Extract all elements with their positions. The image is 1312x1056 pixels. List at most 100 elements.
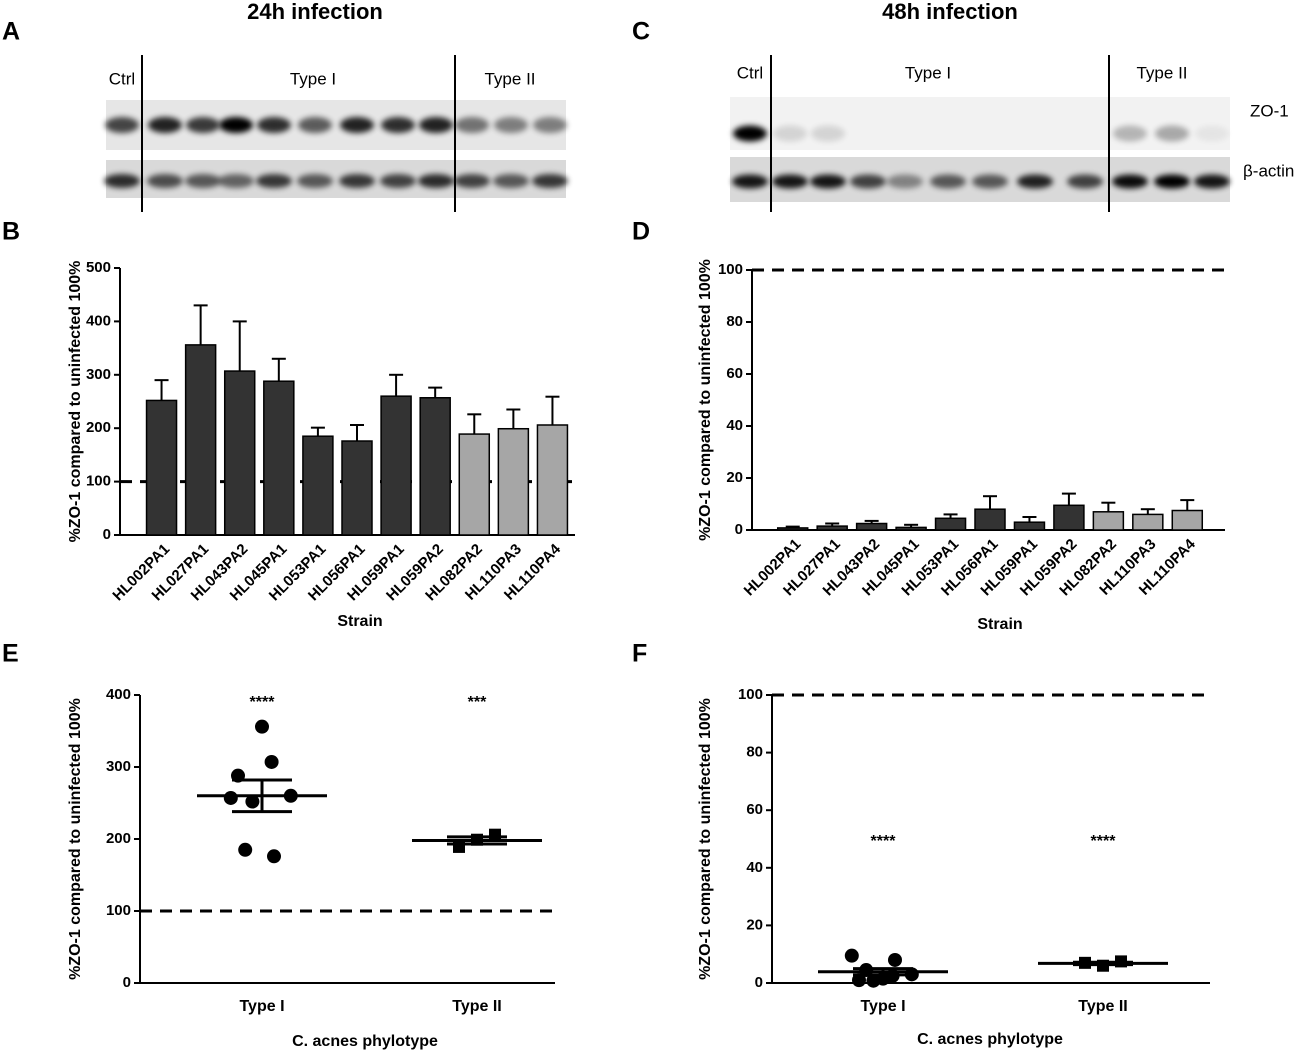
- bar: [497, 427, 530, 536]
- bar: [1092, 511, 1125, 531]
- y-tick-label: 80: [726, 313, 743, 330]
- y-tick-label: 400: [86, 312, 111, 329]
- bar: [380, 395, 412, 536]
- y-tick-label: 20: [726, 469, 743, 486]
- panel-letter: C: [632, 18, 650, 46]
- bar: [184, 344, 217, 536]
- y-tick-label: 40: [746, 859, 763, 876]
- y-axis-label: %ZO-1 compared to uninfected 100%: [67, 698, 84, 980]
- blot-band: [454, 174, 490, 188]
- blot-band: [104, 174, 140, 188]
- y-tick-label: 200: [86, 419, 111, 436]
- lane-label: Type II: [484, 69, 535, 88]
- bar: [1053, 504, 1085, 531]
- blot-band: [493, 174, 529, 188]
- blot-band: [1194, 174, 1230, 189]
- x-tick-label: Type I: [860, 998, 905, 1015]
- significance: ****: [1091, 833, 1117, 850]
- panel-letter: E: [2, 640, 19, 668]
- y-tick-label: 0: [103, 526, 111, 543]
- blot-band: [1112, 174, 1148, 189]
- y-axis-label: %ZO-1 compared to uninfected 100%: [697, 259, 714, 541]
- bar: [458, 433, 491, 536]
- blot-band: [1155, 125, 1189, 142]
- point: [844, 948, 859, 963]
- x-tick-label: Type II: [1078, 998, 1128, 1015]
- blot-band: [298, 117, 332, 133]
- panel-letter: A: [2, 18, 20, 46]
- y-tick-label: 200: [106, 830, 131, 847]
- x-tick-label: Type I: [239, 998, 284, 1015]
- blot-strip: [730, 97, 1230, 150]
- blot-band: [418, 174, 454, 188]
- y-axis-label: %ZO-1 compared to uninfected 100%: [67, 261, 84, 543]
- y-tick-label: 300: [106, 758, 131, 775]
- y-tick-label: 20: [746, 916, 763, 933]
- y-tick-label: 0: [123, 974, 131, 991]
- point: [489, 828, 501, 841]
- y-tick-label: 100: [718, 261, 743, 278]
- panel-letter: D: [632, 218, 650, 246]
- point: [255, 719, 269, 734]
- blot-band: [1113, 125, 1147, 142]
- blot-band: [811, 125, 845, 142]
- blot-band: [105, 117, 139, 133]
- bar: [855, 522, 888, 531]
- blot-band: [419, 117, 453, 133]
- bar: [895, 526, 927, 531]
- x-axis-label: C. acnes phylotype: [917, 1031, 1063, 1048]
- bar: [934, 517, 967, 531]
- band-label: ZO-1: [1250, 101, 1289, 120]
- blot-band: [1195, 125, 1229, 142]
- blot-strip: [106, 100, 566, 150]
- y-tick-label: 100: [106, 902, 131, 919]
- y-tick-label: 100: [86, 473, 111, 490]
- bar: [341, 440, 373, 536]
- point: [238, 842, 253, 857]
- bar: [776, 527, 809, 531]
- blot-band: [930, 174, 966, 189]
- blot-band: [773, 125, 807, 142]
- panel-title: 24h infection: [247, 0, 383, 24]
- blot-band: [257, 117, 291, 133]
- bar: [816, 525, 848, 531]
- blot-band: [1017, 174, 1053, 189]
- blot-band: [533, 117, 567, 133]
- blot-band: [1154, 174, 1190, 189]
- blot-band: [297, 174, 333, 188]
- blot-band: [340, 117, 374, 133]
- blot-band: [219, 117, 253, 133]
- bar: [263, 380, 295, 536]
- bar: [1013, 521, 1046, 531]
- blot-band: [972, 174, 1008, 189]
- lane-label: Type I: [290, 69, 336, 88]
- blot-band: [148, 117, 182, 133]
- y-tick-label: 60: [746, 801, 763, 818]
- bar: [1132, 513, 1164, 531]
- y-tick-label: 80: [746, 744, 763, 761]
- bar: [536, 424, 569, 536]
- significance: ****: [250, 694, 276, 711]
- blot-band: [256, 174, 292, 188]
- y-tick-label: 300: [86, 366, 111, 383]
- x-axis-label: C. acnes phylotype: [292, 1033, 438, 1050]
- point: [223, 790, 238, 805]
- blot-band: [1067, 174, 1103, 189]
- blot-band: [185, 174, 221, 188]
- bar: [145, 399, 178, 536]
- blot-band: [887, 174, 923, 189]
- blot-band: [381, 117, 415, 133]
- y-tick-label: 500: [86, 259, 111, 276]
- blot-strip: [106, 160, 566, 198]
- lane-label: Type I: [905, 63, 951, 82]
- blot-band: [186, 117, 220, 133]
- bar: [974, 508, 1006, 531]
- blot-band: [339, 174, 375, 188]
- point: [267, 849, 281, 864]
- point: [888, 952, 902, 967]
- lane-label: Ctrl: [109, 69, 135, 88]
- blot-band: [380, 174, 416, 188]
- significance: ****: [871, 833, 897, 850]
- point: [245, 794, 260, 809]
